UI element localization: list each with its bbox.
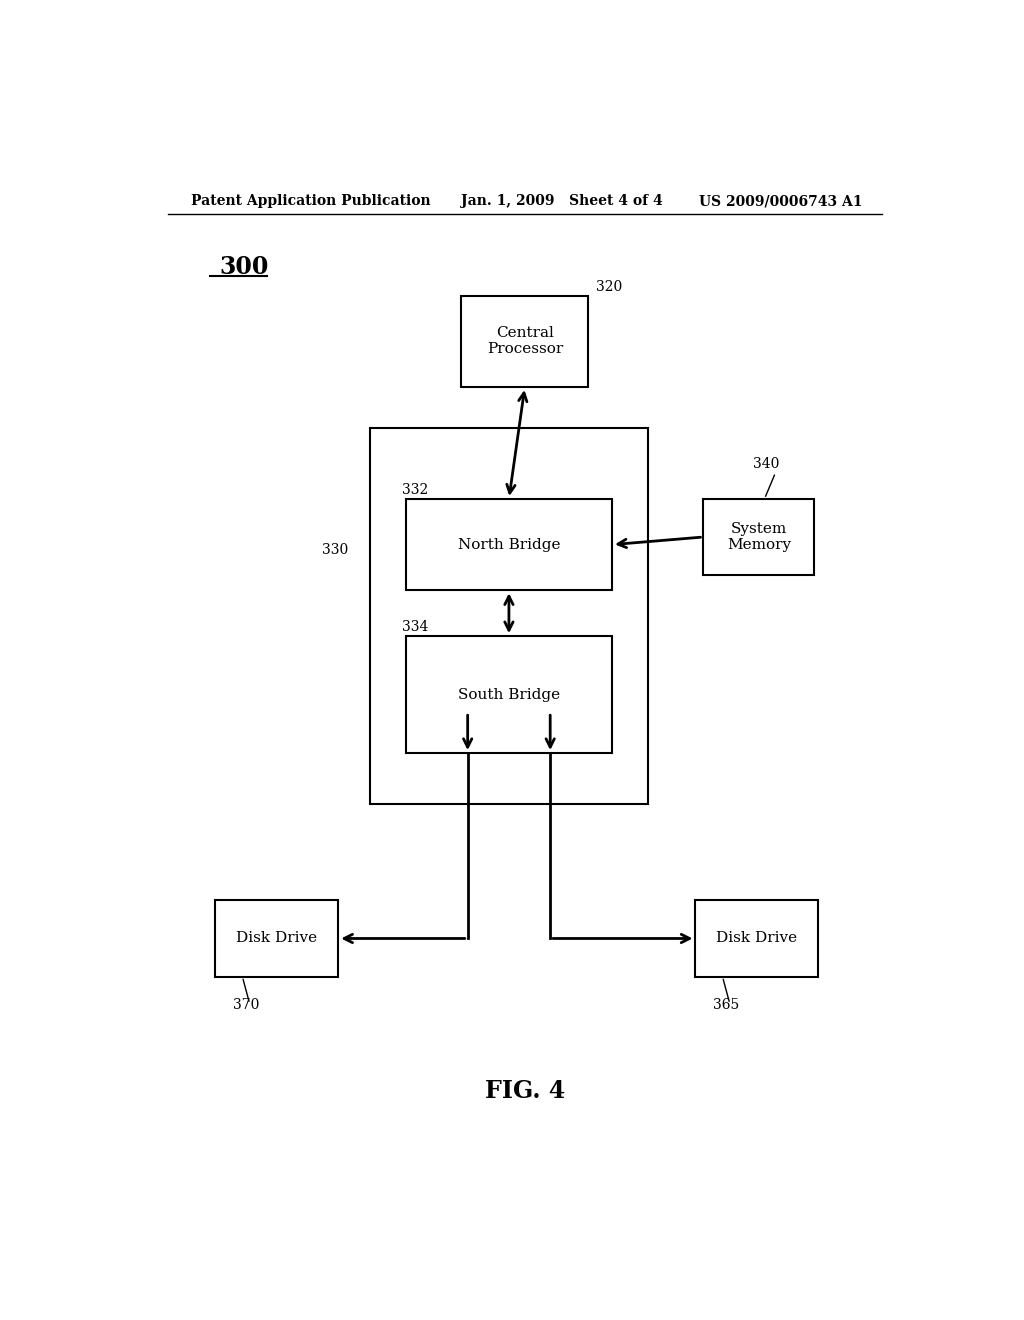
Text: Disk Drive: Disk Drive [237,932,317,945]
Text: 365: 365 [713,998,739,1012]
Bar [215,900,338,977]
Text: North Bridge: North Bridge [458,537,560,552]
Text: Patent Application Publication: Patent Application Publication [191,194,431,209]
Bar [703,499,814,576]
Text: 300: 300 [219,255,268,279]
Text: System
Memory: System Memory [727,521,791,552]
Text: 330: 330 [323,543,349,557]
Bar [461,296,588,387]
Text: Central
Processor: Central Processor [486,326,563,356]
Text: US 2009/0006743 A1: US 2009/0006743 A1 [699,194,863,209]
Text: 370: 370 [232,998,259,1012]
Text: 332: 332 [401,483,428,496]
Bar [406,499,612,590]
Text: 320: 320 [596,280,623,293]
Text: Jan. 1, 2009   Sheet 4 of 4: Jan. 1, 2009 Sheet 4 of 4 [461,194,664,209]
Bar [695,900,818,977]
Text: 340: 340 [754,458,779,471]
Bar [406,636,612,752]
Text: South Bridge: South Bridge [458,688,560,701]
Text: FIG. 4: FIG. 4 [484,1080,565,1104]
Text: 334: 334 [401,620,428,634]
Text: Disk Drive: Disk Drive [717,932,798,945]
Bar [370,428,648,804]
